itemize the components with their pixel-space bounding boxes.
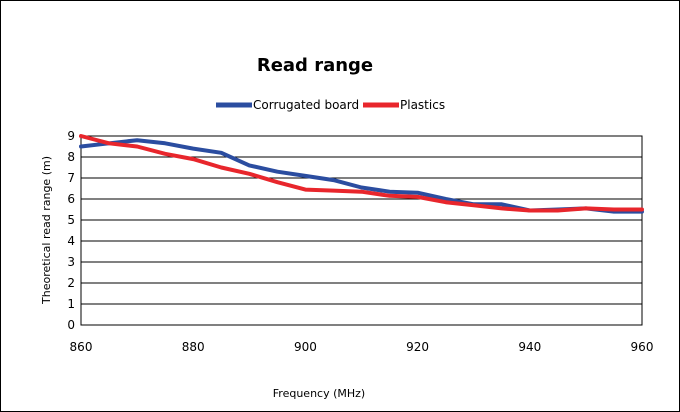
y-axis-ticks: 0 1 2 3 4 5 6 7 8 9: [67, 129, 75, 332]
x-axis-label: Frequency (MHz): [273, 387, 365, 400]
y-tick-label: 3: [67, 255, 75, 269]
y-tick-label: 6: [67, 192, 75, 206]
legend-label: Corrugated board: [253, 98, 359, 112]
y-tick-label: 9: [67, 129, 75, 143]
x-tick-label: 880: [182, 340, 205, 354]
y-tick-label: 5: [67, 213, 75, 227]
chart-title: Read range: [257, 55, 373, 76]
x-tick-label: 860: [70, 340, 93, 354]
x-tick-label: 920: [406, 340, 429, 354]
legend: Corrugated board Plastics: [216, 98, 445, 112]
y-tick-label: 0: [67, 318, 75, 332]
y-tick-label: 4: [67, 234, 75, 248]
legend-label: Plastics: [400, 98, 445, 112]
y-tick-label: 2: [67, 276, 75, 290]
y-tick-label: 1: [67, 297, 75, 311]
plot-area: [80, 135, 643, 326]
y-tick-label: 8: [67, 150, 75, 164]
x-tick-label: 960: [631, 340, 654, 354]
y-axis-label: Theoretical read range (m): [40, 156, 53, 305]
series-line-plastics: [79, 134, 644, 213]
x-tick-label: 900: [294, 340, 317, 354]
y-tick-label: 7: [67, 171, 75, 185]
x-axis-ticks: 860 880 900 920 940 960: [70, 340, 654, 354]
x-tick-label: 940: [518, 340, 541, 354]
series-lines: [79, 134, 644, 214]
